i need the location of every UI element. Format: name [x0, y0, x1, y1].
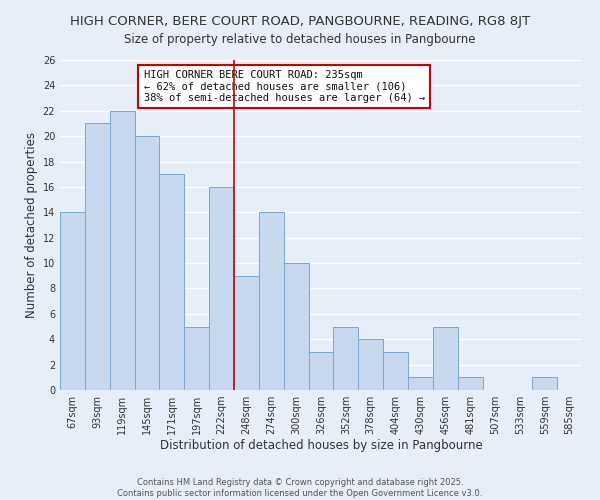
- Bar: [134, 136, 160, 390]
- Text: Size of property relative to detached houses in Pangbourne: Size of property relative to detached ho…: [124, 32, 476, 46]
- Bar: [209, 187, 234, 390]
- Bar: [85, 124, 110, 390]
- Y-axis label: Number of detached properties: Number of detached properties: [25, 132, 38, 318]
- Bar: [458, 378, 482, 390]
- Bar: [284, 263, 308, 390]
- Bar: [60, 212, 85, 390]
- Text: HIGH CORNER BERE COURT ROAD: 235sqm
← 62% of detached houses are smaller (106)
3: HIGH CORNER BERE COURT ROAD: 235sqm ← 62…: [143, 70, 425, 103]
- Bar: [259, 212, 284, 390]
- Bar: [308, 352, 334, 390]
- Bar: [408, 378, 433, 390]
- Bar: [383, 352, 408, 390]
- Bar: [184, 326, 209, 390]
- Bar: [110, 111, 134, 390]
- Bar: [334, 326, 358, 390]
- X-axis label: Distribution of detached houses by size in Pangbourne: Distribution of detached houses by size …: [160, 438, 482, 452]
- Text: HIGH CORNER, BERE COURT ROAD, PANGBOURNE, READING, RG8 8JT: HIGH CORNER, BERE COURT ROAD, PANGBOURNE…: [70, 15, 530, 28]
- Bar: [433, 326, 458, 390]
- Bar: [160, 174, 184, 390]
- Bar: [234, 276, 259, 390]
- Text: Contains HM Land Registry data © Crown copyright and database right 2025.
Contai: Contains HM Land Registry data © Crown c…: [118, 478, 482, 498]
- Bar: [358, 339, 383, 390]
- Bar: [532, 378, 557, 390]
